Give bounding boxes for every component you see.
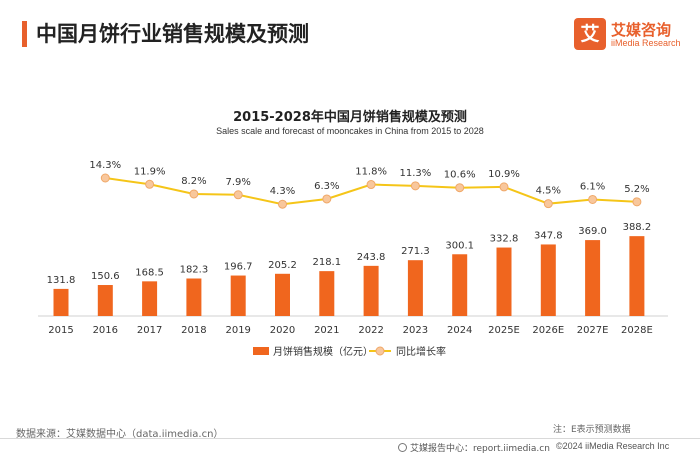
- globe-icon: [398, 443, 407, 452]
- title-accent-bar: [22, 21, 27, 47]
- growth-rate-label: 10.6%: [444, 170, 476, 181]
- legend-bar-swatch: [253, 347, 269, 355]
- x-tick-label: 2025E: [488, 325, 520, 336]
- growth-rate-label: 10.9%: [488, 169, 520, 180]
- bar: [585, 240, 601, 316]
- bar-value-label: 388.2: [623, 222, 652, 233]
- bar-value-label: 243.8: [357, 252, 386, 263]
- bar: [407, 260, 423, 316]
- bar-value-label: 218.1: [312, 257, 341, 268]
- growth-rate-point: [366, 180, 376, 190]
- chart-title: 2015-2028年中国月饼销售规模及预测: [233, 110, 467, 125]
- bar-value-label: 168.5: [135, 267, 164, 278]
- report-center-text: 艾媒报告中心：report.iimedia.cn: [410, 444, 550, 454]
- growth-rate-label: 6.3%: [314, 181, 339, 192]
- bar: [186, 278, 202, 316]
- growth-rate-point: [499, 182, 509, 192]
- bar: [363, 265, 379, 316]
- bar-value-label: 182.3: [180, 265, 209, 276]
- data-source: 数据来源：艾媒数据中心（data.iimedia.cn）: [16, 429, 224, 440]
- x-tick-label: 2017: [137, 325, 162, 336]
- growth-rate-point: [588, 194, 598, 204]
- growth-rate-label: 4.3%: [270, 186, 295, 197]
- growth-rate-label: 4.5%: [536, 186, 561, 197]
- copyright: ©2024 iiMedia Research Inc: [556, 441, 670, 451]
- growth-rate-point: [278, 199, 287, 209]
- legend-line-marker: [375, 346, 385, 356]
- growth-rate-label: 8.2%: [181, 176, 206, 187]
- bar: [230, 275, 246, 316]
- growth-rate-label: 7.9%: [225, 177, 250, 188]
- x-tick-label: 2019: [225, 325, 250, 336]
- legend-bar-label: 月饼销售规模（亿元）: [273, 345, 373, 358]
- bar: [319, 271, 335, 316]
- legend-line-label: 同比增长率: [396, 345, 446, 358]
- bar-value-label: 271.3: [401, 246, 430, 257]
- bar-value-label: 300.1: [445, 240, 474, 251]
- growth-rate-label: 6.1%: [580, 181, 605, 192]
- bar: [452, 254, 468, 316]
- x-tick-label: 2024: [447, 325, 472, 336]
- x-tick-label: 2026E: [532, 325, 564, 336]
- bar: [142, 281, 158, 316]
- bar-value-label: 347.8: [534, 230, 563, 241]
- growth-rate-point: [543, 199, 553, 209]
- bar-value-label: 150.6: [91, 271, 120, 282]
- growth-rate-point: [100, 173, 110, 183]
- x-tick-label: 2016: [93, 325, 118, 336]
- x-tick-label: 2020: [270, 325, 295, 336]
- x-tick-label: 2027E: [577, 325, 609, 336]
- chart-subtitle: Sales scale and forecast of mooncakes in…: [216, 126, 484, 136]
- page-title: 中国月饼行业销售规模及预测: [36, 22, 309, 46]
- bar: [97, 285, 113, 316]
- growth-rate-point: [632, 197, 642, 207]
- x-tick-label: 2015: [48, 325, 73, 336]
- growth-rate-point: [189, 189, 199, 199]
- report-center: 艾媒报告中心：report.iimedia.cn: [398, 441, 550, 454]
- growth-rate-label: 14.3%: [89, 160, 121, 171]
- x-tick-label: 2018: [181, 325, 206, 336]
- bar: [629, 236, 645, 316]
- growth-rate-point: [455, 183, 465, 193]
- bar-value-label: 332.8: [490, 234, 519, 245]
- logo-text-cn: 艾媒咨询: [611, 21, 672, 39]
- logo-mark: 艾: [574, 18, 606, 50]
- bar: [53, 288, 69, 316]
- forecast-note: 注：E表示预测数据: [553, 425, 631, 435]
- growth-rate-label: 11.9%: [134, 166, 166, 177]
- footer-divider: [0, 438, 700, 439]
- bar-value-label: 131.8: [47, 275, 76, 286]
- bar: [496, 247, 512, 316]
- brand-logo: 艾 艾媒咨询 iiMedia Research: [574, 18, 686, 52]
- bar: [540, 244, 556, 316]
- x-tick-label: 2022: [358, 325, 383, 336]
- x-tick-label: 2021: [314, 325, 339, 336]
- growth-rate-label: 11.8%: [355, 167, 387, 178]
- growth-rate-point: [322, 194, 332, 204]
- bar-value-label: 205.2: [268, 260, 297, 271]
- bar-value-label: 369.0: [578, 226, 607, 237]
- logo-text-en: iiMedia Research: [611, 38, 681, 48]
- growth-rate-label: 11.3%: [400, 168, 432, 179]
- growth-rate-label: 5.2%: [624, 184, 649, 195]
- bar-value-label: 196.7: [224, 262, 253, 273]
- growth-rate-point: [410, 181, 420, 191]
- bar: [275, 273, 290, 316]
- growth-rate-point: [233, 190, 243, 200]
- growth-rate-point: [145, 179, 155, 189]
- x-tick-label: 2023: [403, 325, 428, 336]
- x-tick-label: 2028E: [621, 325, 653, 336]
